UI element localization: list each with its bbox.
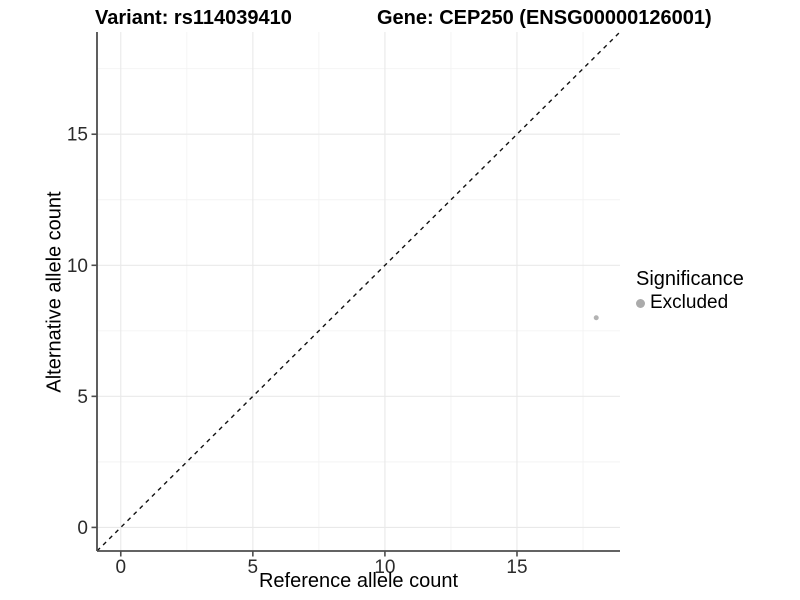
x-tick-label: 10 — [374, 557, 395, 578]
y-tick-label: 5 — [77, 387, 88, 408]
y-tick-label: 10 — [67, 256, 88, 277]
legend: Significance Excluded — [636, 268, 744, 314]
x-axis-title: Reference allele count — [258, 570, 458, 592]
y-tick-label: 0 — [77, 518, 88, 539]
y-tick-label: 15 — [67, 125, 88, 146]
variant-title: Variant: rs114039410 — [95, 7, 292, 29]
x-tick-label: 0 — [115, 557, 126, 578]
x-tick-label: 5 — [248, 557, 259, 578]
y-axis-title: Alternative allele count — [43, 191, 66, 393]
x-tick-label: 15 — [506, 557, 527, 578]
identity-line — [96, 31, 621, 552]
legend-title: Significance — [636, 268, 744, 290]
legend-item-excluded: Excluded — [636, 292, 744, 314]
legend-point-icon — [636, 298, 645, 308]
data-point — [593, 315, 599, 321]
gene-title: Gene: CEP250 (ENSG00000126001) — [377, 7, 712, 29]
legend-item-label: Excluded — [650, 292, 729, 313]
